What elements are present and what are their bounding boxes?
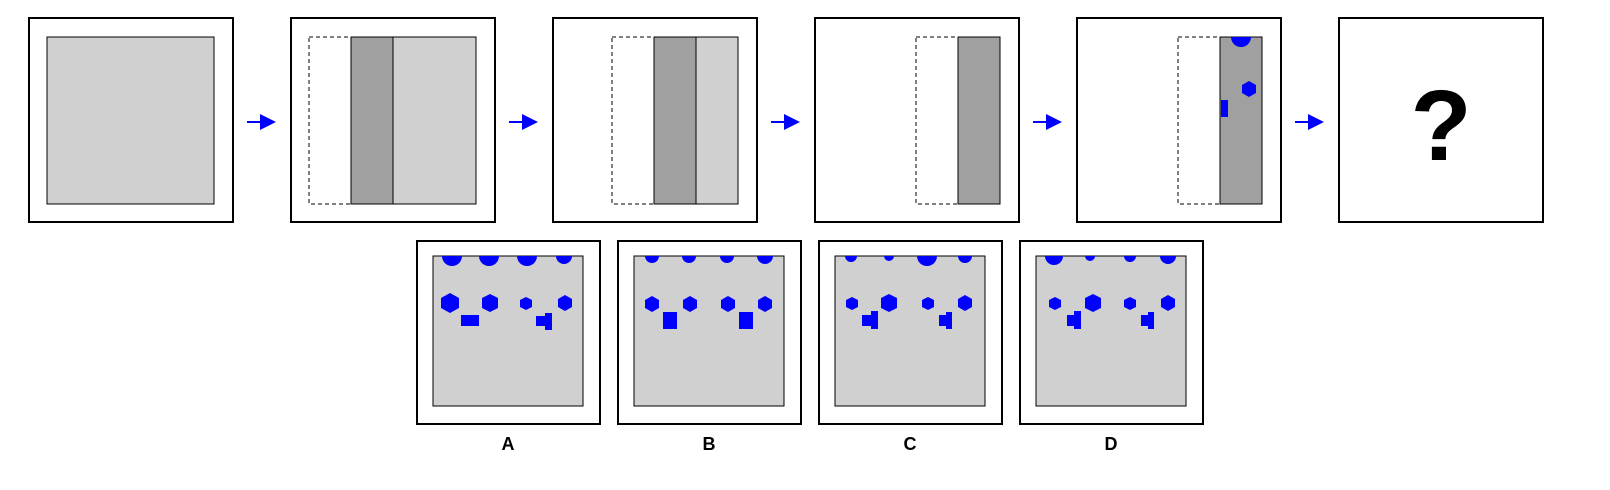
- paper-sheet: [696, 37, 738, 204]
- rectangle-hole: [663, 312, 677, 329]
- option-a[interactable]: [417, 241, 600, 424]
- sequence-panel-6: ?: [1339, 18, 1543, 222]
- sequence-panel-5: [1077, 18, 1281, 222]
- question-mark: ?: [1410, 70, 1471, 182]
- option-c[interactable]: [819, 241, 1002, 424]
- folded-layer: [654, 37, 696, 204]
- rectangle-hole: [871, 311, 878, 329]
- rectangle-hole: [1148, 312, 1154, 329]
- folded-layer: [1220, 37, 1262, 204]
- sequence-panel-4: [815, 18, 1019, 222]
- sequence-panel-3: [553, 18, 757, 222]
- folded-away-outline: [612, 37, 654, 204]
- paper-sheet: [47, 37, 214, 204]
- option-label-c: C: [890, 434, 930, 455]
- rectangle-hole: [1074, 311, 1081, 329]
- folded-away-outline: [309, 37, 351, 204]
- folded-layer: [958, 37, 1000, 204]
- rectangle-hole: [545, 313, 552, 330]
- paper-sheet: [393, 37, 476, 204]
- sequence-panel-2: [291, 18, 495, 222]
- unfolded-sheet: [1036, 256, 1186, 406]
- rectangle-hole: [461, 315, 479, 326]
- sequence-panel-1: [29, 18, 233, 222]
- unfolded-sheet: [835, 256, 985, 406]
- folded-away-outline: [916, 37, 958, 204]
- option-b[interactable]: [618, 241, 801, 424]
- option-label-d: D: [1091, 434, 1131, 455]
- folded-away-outline: [1178, 37, 1220, 204]
- option-label-a: A: [488, 434, 528, 455]
- rectangle-hole: [1221, 100, 1228, 117]
- folded-layer: [351, 37, 393, 204]
- unfolded-sheet: [634, 256, 784, 406]
- option-label-b: B: [689, 434, 729, 455]
- rectangle-hole: [536, 316, 546, 326]
- rectangle-hole: [739, 312, 753, 329]
- unfolded-sheet: [433, 256, 583, 406]
- rectangle-hole: [946, 312, 952, 329]
- option-d[interactable]: [1020, 241, 1203, 424]
